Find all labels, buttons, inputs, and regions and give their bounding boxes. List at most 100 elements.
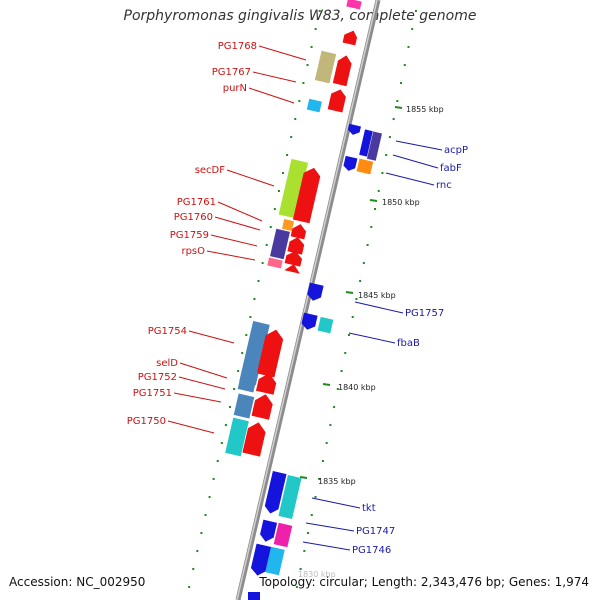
label-pg1750: PG1750 — [127, 416, 166, 427]
leader-rpso — [206, 250, 256, 261]
gene-arrow-red-3 — [327, 89, 346, 113]
scale-tick-1850 — [369, 199, 378, 202]
label-rpso: rpsO — [181, 246, 205, 257]
scale-labels: 1855 kbp 1850 kbp 1845 kbp 1840 kbp 1835… — [298, 105, 444, 579]
gene-fbab-box — [317, 316, 334, 334]
gene-cluster-fbab — [301, 282, 334, 334]
leader-tkt — [311, 497, 361, 509]
gene-fbab-arrow — [301, 312, 318, 330]
scale-tick-1835 — [299, 476, 308, 479]
leader-fabf — [392, 154, 439, 169]
gene-pg1746-arrow — [250, 543, 272, 576]
gene-tkt-box — [278, 474, 302, 520]
gene-pg1750-arrow — [242, 422, 266, 457]
leader-pg1751 — [173, 392, 222, 403]
gene-pg1757-arrow — [307, 282, 324, 301]
label-pg1761: PG1761 — [177, 197, 216, 208]
label-pg1760: PG1760 — [174, 212, 213, 223]
leader-pg1767 — [252, 71, 297, 83]
label-tkt: tkt — [362, 503, 376, 514]
gene-purn-box — [306, 98, 322, 113]
scale-label-1835: 1835 kbp — [318, 477, 356, 486]
gene-acpp-arrow — [347, 123, 361, 135]
gene-pg1759-box — [270, 228, 290, 260]
gene-arrow-red-1 — [342, 30, 358, 46]
left-labels: PG1768 PG1767 purN secDF PG1761 PG1760 P… — [127, 41, 307, 434]
label-pg1747: PG1747 — [356, 526, 395, 537]
leader-rnc — [385, 172, 435, 186]
topology-text: Topology: circular; Length: 2,343,476 bp… — [259, 575, 589, 589]
leader-pg1746 — [302, 541, 351, 551]
label-pg1746: PG1746 — [352, 545, 391, 556]
scale-tick-1840 — [322, 383, 331, 386]
label-pg1768: PG1768 — [218, 41, 257, 52]
leader-pg1760 — [214, 216, 261, 231]
label-secdf: secDF — [195, 165, 226, 176]
gene-arrow-blue-1 — [343, 155, 358, 171]
gene-arrow-red-2 — [332, 55, 352, 87]
gene-cluster-top — [306, 0, 362, 113]
gene-pg1750-box — [225, 417, 249, 457]
label-seld: selD — [156, 358, 178, 369]
gene-pg1747-arrow — [260, 519, 278, 542]
leader-purn — [248, 87, 295, 104]
label-rnc: rnc — [436, 180, 452, 191]
gene-cluster-secdf — [267, 158, 321, 274]
gene-secdf-box — [278, 158, 309, 219]
scale-label-1855: 1855 kbp — [406, 105, 444, 114]
gene-seld-box — [237, 368, 259, 393]
gene-pg1754-arrow — [256, 329, 284, 378]
gene-secdf-arrow — [292, 167, 321, 224]
map-title: Porphyromonas gingivalis W83, complete g… — [123, 8, 477, 24]
gene-fabf-box-1 — [359, 129, 373, 157]
scale-label-1830: 1830 kbp — [298, 570, 336, 579]
label-pg1751: PG1751 — [133, 388, 172, 399]
leader-pg1747 — [305, 522, 355, 532]
gene-cluster-acpp — [343, 123, 383, 175]
gene-cluster-pg1754 — [225, 320, 284, 457]
label-pg1754: PG1754 — [148, 326, 187, 337]
leader-secdf — [226, 169, 275, 187]
label-pg1752: PG1752 — [138, 372, 177, 383]
scale-label-1845: 1845 kbp — [358, 291, 396, 300]
label-fabf: fabF — [440, 163, 462, 174]
leader-pg1750 — [167, 420, 215, 434]
gene-pg1761-box — [282, 219, 294, 231]
leader-pg1757 — [354, 301, 404, 314]
label-pg1767: PG1767 — [212, 67, 251, 78]
leader-pg1754 — [188, 330, 235, 344]
gene-arrow-red-4 — [284, 251, 303, 267]
scale-label-1840: 1840 kbp — [338, 383, 376, 392]
leader-pg1752 — [178, 376, 226, 390]
genome-backbone — [235, 0, 381, 600]
gene-fabf-box-2 — [366, 131, 383, 161]
gene-bottom-box — [248, 592, 260, 600]
right-labels: acpP fabF rnc PG1757 fbaB tkt PG1747 PG1… — [302, 140, 468, 556]
scale-label-1850: 1850 kbp — [382, 198, 420, 207]
genome-backbone-highlight — [236, 0, 378, 600]
gene-tkt-arrow-blue — [264, 470, 287, 514]
gene-pg1747-box — [273, 522, 293, 548]
accession-text: Accession: NC_002950 — [9, 575, 146, 589]
gene-pg1767-box — [314, 50, 337, 84]
gene-cluster-tkt — [248, 470, 302, 600]
leader-seld — [179, 362, 228, 379]
outer-dotted-ring — [295, 10, 417, 588]
gene-seld-arrow — [255, 373, 277, 395]
gene-arrow-red-5 — [284, 264, 300, 274]
label-pg1759: PG1759 — [170, 230, 209, 241]
gene-pg1768-top — [346, 0, 362, 10]
leader-acpp — [395, 140, 443, 151]
gene-pg1746-box — [265, 546, 285, 576]
label-fbab: fbaB — [397, 338, 420, 349]
label-purn: purN — [223, 83, 247, 94]
leader-pg1768 — [258, 45, 307, 61]
gene-pg1759-arrow — [287, 237, 305, 255]
gene-pg1751-box — [233, 393, 255, 419]
gene-pg1754-box — [239, 320, 270, 386]
scale-tick-1845 — [345, 291, 354, 294]
gene-rnc-box — [356, 158, 374, 175]
inner-dotted-ring — [188, 10, 321, 588]
label-pg1757: PG1757 — [405, 308, 444, 319]
